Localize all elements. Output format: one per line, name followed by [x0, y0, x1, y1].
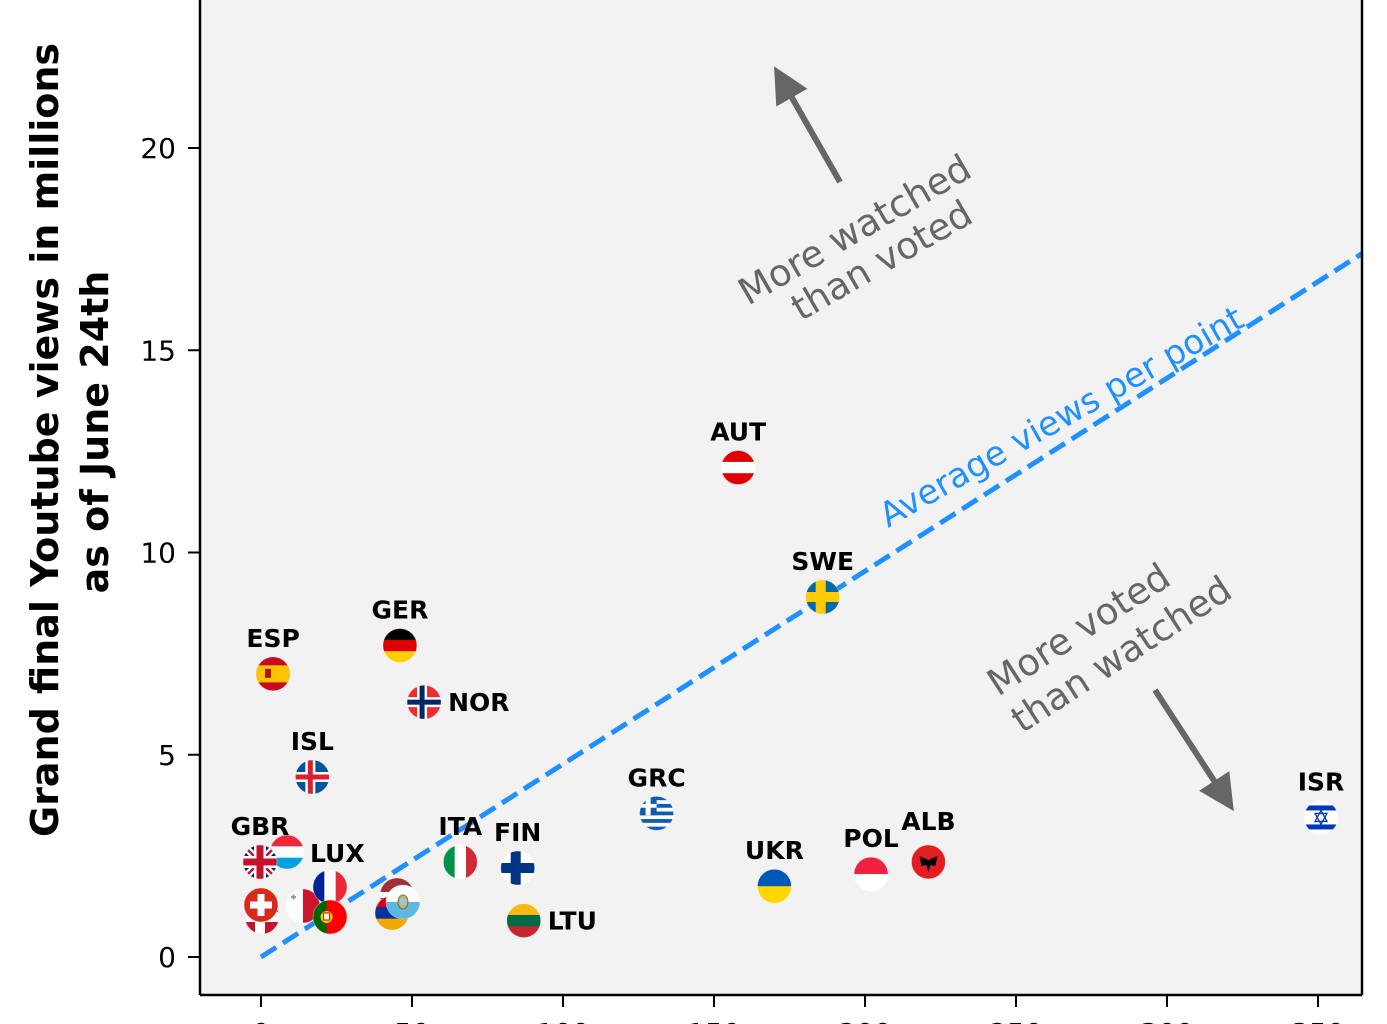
point-label-gbr: GBR [231, 812, 290, 841]
data-point-fin: FIN [494, 818, 541, 886]
point-label-pol: POL [843, 824, 899, 853]
data-point-gbr: GBR [231, 812, 290, 880]
x-tick-label: 300 [1140, 1017, 1193, 1024]
plot-area [200, 0, 1362, 995]
data-point-isr: ISR [1298, 767, 1345, 835]
data-point-fra [312, 869, 348, 905]
point-label-swe: SWE [791, 547, 854, 576]
data-point-aut: AUT [710, 418, 766, 485]
x-tick-label: 50 [394, 1017, 430, 1024]
point-label-nor: NOR [448, 688, 509, 717]
y-tick-label: 20 [140, 132, 176, 165]
data-point-lux: LUX [269, 834, 365, 870]
data-point-isl: ISL [291, 727, 334, 795]
point-label-ger: GER [371, 596, 428, 625]
data-point-alb: ALB [901, 807, 956, 880]
point-label-ita: ITA [438, 812, 482, 841]
data-point-grc: GRC [628, 763, 686, 831]
point-label-ukr: UKR [745, 836, 804, 865]
point-label-ltu: LTU [548, 907, 597, 936]
x-tick-label: 0 [252, 1017, 270, 1024]
y-tick-label: 0 [158, 941, 176, 974]
data-point-ukr: UKR [745, 836, 804, 904]
y-tick-label: 15 [140, 334, 176, 367]
point-label-fin: FIN [494, 818, 541, 847]
x-tick-label: 100 [536, 1017, 589, 1024]
x-tick-label: 250 [989, 1017, 1042, 1024]
y-axis-label: Grand final Youtube views in millions as … [23, 43, 117, 837]
point-label-aut: AUT [710, 418, 766, 447]
x-axis: 0 50 100 150 200 250 300 350 [252, 995, 1345, 1024]
data-point-ger: GER [371, 596, 428, 663]
point-label-alb: ALB [901, 807, 955, 836]
y-tick-label: 5 [158, 739, 176, 772]
data-point-smr [385, 884, 421, 920]
data-point-nor: NOR [406, 684, 510, 720]
data-point-esp: ESP [246, 624, 300, 692]
data-point-ita: ITA [438, 812, 483, 880]
arrow-down-icon [1152, 688, 1234, 812]
data-point-ltu: LTU [506, 903, 597, 938]
svg-text:Grand final Youtube views in m: Grand final Youtube views in millions [23, 43, 67, 837]
x-tick-label: 200 [838, 1017, 891, 1024]
y-tick-label: 10 [140, 537, 176, 570]
x-tick-label: 350 [1291, 1017, 1344, 1024]
y-axis: 0 5 10 15 20 [140, 132, 200, 974]
point-label-isr: ISR [1298, 767, 1345, 796]
data-point-che [243, 887, 279, 923]
arrow-up-icon [774, 66, 843, 184]
point-label-grc: GRC [628, 763, 686, 792]
data-point-por [312, 899, 348, 935]
point-label-esp: ESP [246, 624, 299, 653]
point-label-isl: ISL [291, 727, 334, 756]
point-label-lux: LUX [310, 839, 365, 868]
data-point-swe: SWE [791, 547, 854, 615]
axes-frame [198, 0, 1364, 997]
x-tick-label: 150 [687, 1017, 740, 1024]
svg-text:as of June 24th: as of June 24th [73, 271, 117, 594]
data-point-pol: POL [843, 824, 899, 892]
